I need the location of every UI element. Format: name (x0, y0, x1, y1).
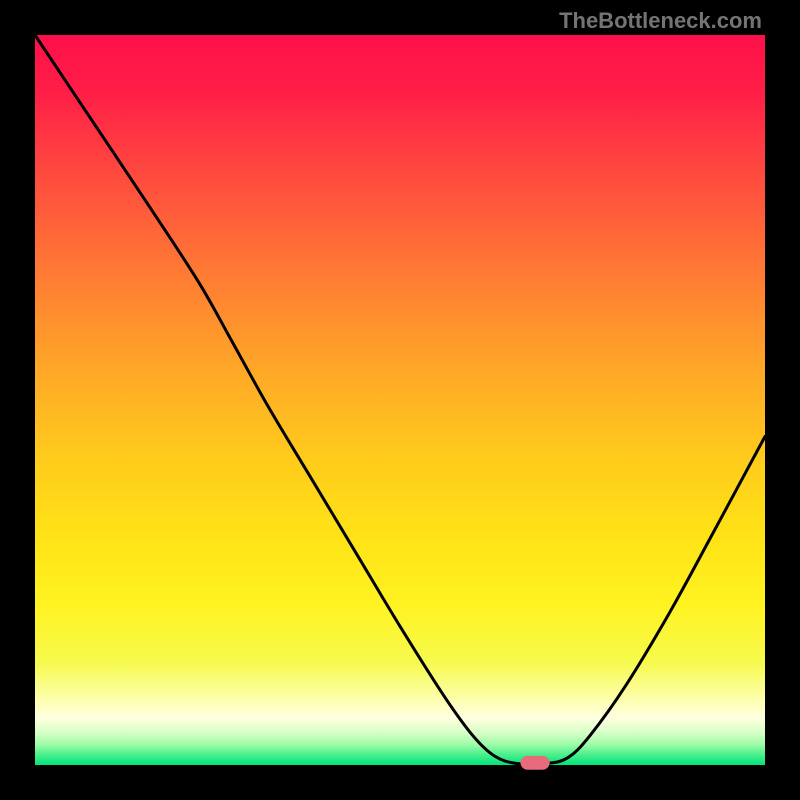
bottleneck-chart (0, 0, 800, 800)
chart-container: TheBottleneck.com (0, 0, 800, 800)
chart-gradient-background (35, 35, 765, 765)
watermark-text: TheBottleneck.com (559, 8, 762, 34)
optimal-point-marker (520, 756, 549, 770)
